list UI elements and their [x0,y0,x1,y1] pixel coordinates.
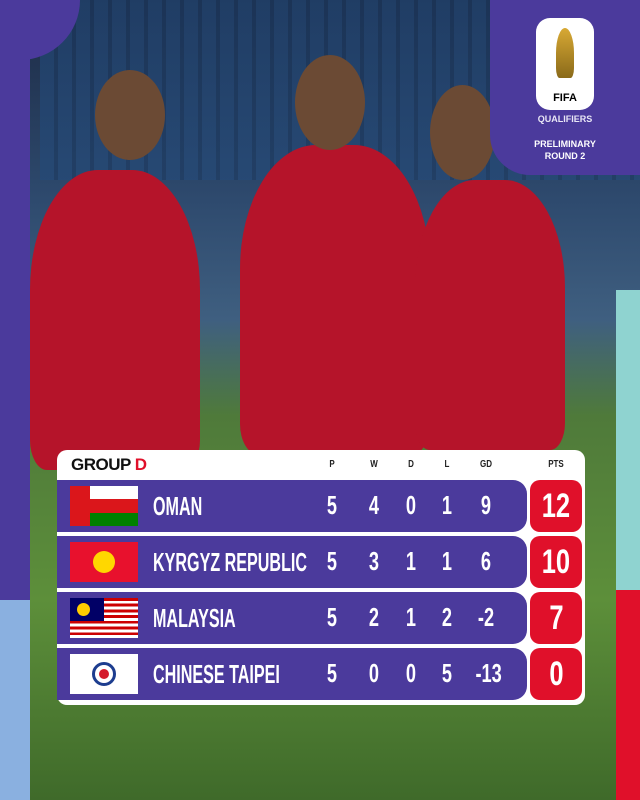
points-value: 10 [541,543,571,581]
table-header: GROUP D P W D L GD PTS [57,450,585,478]
stat-d: 0 [405,490,417,520]
chinese-taipei-flag [70,654,138,694]
kyrgyz-flag [70,542,138,582]
round-label: PRELIMINARY ROUND 2 [490,138,640,162]
group-letter: D [134,455,147,474]
table-row: CHINESE TAIPEI 5 0 0 5 -13 [57,648,527,700]
stat-w: 0 [368,658,380,688]
points-value: 0 [548,655,564,693]
stat-l: 1 [441,490,453,520]
qualifiers-label: QUALIFIERS [537,114,593,124]
team-name: KYRGYZ REPUBLIC [153,547,308,577]
player-6 [415,180,565,450]
stat-d: 0 [405,658,417,688]
team-name: CHINESE TAIPEI [153,659,280,689]
round-line-2: ROUND 2 [544,151,586,161]
team-name: OMAN [153,491,203,521]
stat-w: 2 [368,602,380,632]
fifa-text: FIFA [553,92,577,104]
stat-gd: -13 [475,658,502,688]
player-7 [240,145,430,455]
stat-p: 5 [326,658,338,688]
stat-p: 5 [326,546,338,576]
standings-table: GROUP D P W D L GD PTS OMAN 5 4 0 1 9 12 KYRGY… [57,450,585,705]
malaysia-flag [70,598,138,638]
frame-accent [616,290,640,600]
table-row: MALAYSIA 5 2 1 2 -2 [57,592,527,644]
col-l: L [444,459,450,470]
points-box: 0 [530,648,582,700]
stat-gd: 6 [480,546,492,576]
points-box: 7 [530,592,582,644]
stat-l: 2 [441,602,453,632]
stat-w: 3 [368,546,380,576]
stat-d: 1 [405,546,417,576]
stat-l: 1 [441,546,453,576]
col-gd: GD [480,459,492,470]
stat-w: 4 [368,490,380,520]
oman-flag [70,486,138,526]
player-21 [30,170,200,470]
round-line-1: PRELIMINARY [534,139,596,149]
stat-l: 5 [441,658,453,688]
player-head [95,70,165,160]
team-name: MALAYSIA [153,603,236,633]
stat-gd: 9 [480,490,492,520]
frame-accent [0,600,30,800]
fifa-qualifiers-badge: FIFA QUALIFIERS PRELIMINARY ROUND 2 [490,0,640,175]
stat-d: 1 [405,602,417,632]
col-pts: PTS [548,459,564,470]
group-word: GROUP [71,455,131,474]
frame-accent [616,590,640,800]
table-row: KYRGYZ REPUBLIC 5 3 1 1 6 [57,536,527,588]
points-value: 7 [548,599,564,637]
table-row: OMAN 5 4 0 1 9 [57,480,527,532]
col-d: D [408,459,414,470]
points-value: 12 [541,487,571,525]
points-box: 10 [530,536,582,588]
points-box: 12 [530,480,582,532]
col-p: P [329,459,335,470]
player-head [430,85,495,180]
trophy-icon [556,28,574,78]
stat-p: 5 [326,490,338,520]
group-title: GROUP D [71,455,147,475]
fifa-26-logo: FIFA [536,18,594,110]
stat-p: 5 [326,602,338,632]
player-head [295,55,365,150]
stat-gd: -2 [477,602,495,632]
col-w: W [370,459,378,470]
